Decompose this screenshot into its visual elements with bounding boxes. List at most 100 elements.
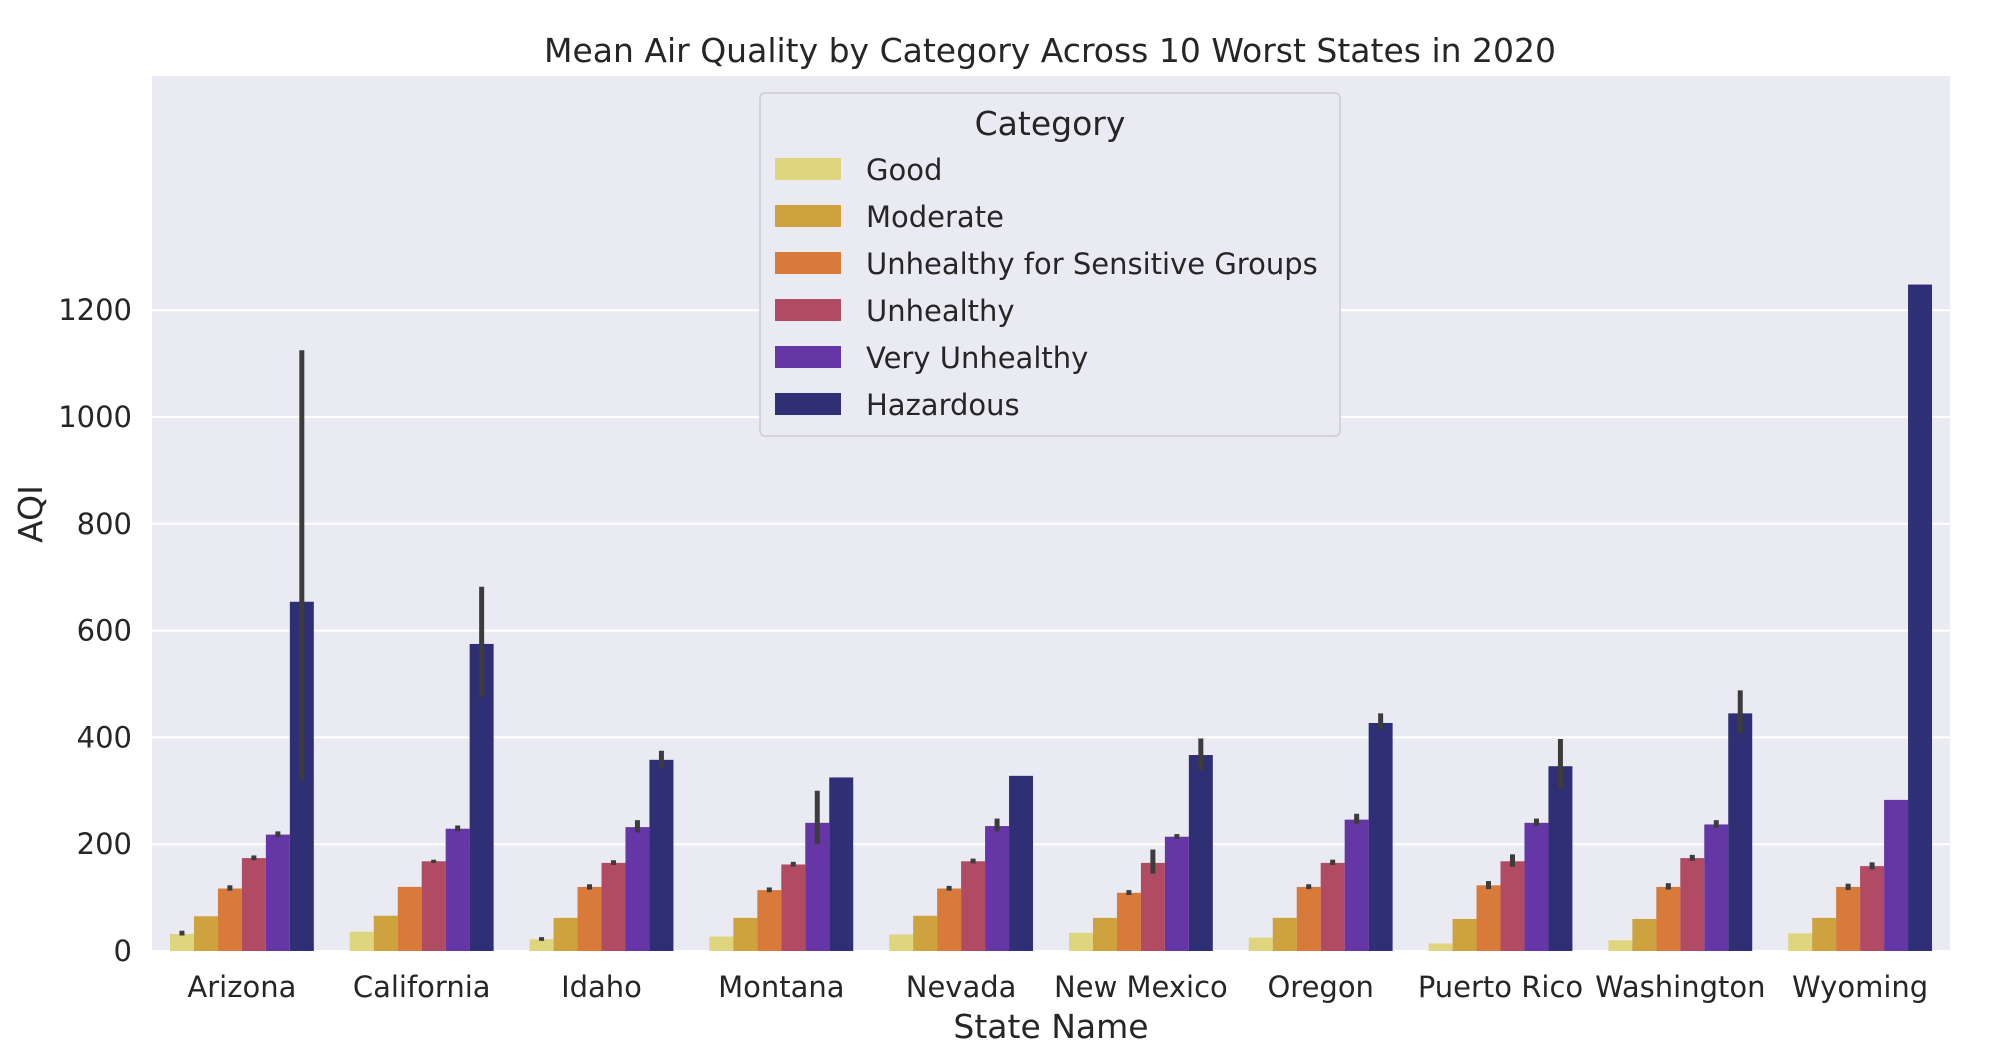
bar [1836, 886, 1861, 951]
bar [625, 827, 650, 951]
bar [193, 916, 218, 951]
bar [1344, 819, 1369, 951]
bar [1068, 932, 1093, 951]
bar [985, 826, 1010, 951]
bar [1812, 917, 1837, 951]
bar [529, 939, 554, 951]
legend-title: Category [975, 104, 1126, 143]
bar [829, 777, 854, 951]
bar [1500, 861, 1525, 951]
bar [577, 886, 602, 951]
bar [1092, 917, 1117, 951]
bar [469, 643, 494, 951]
bar [889, 934, 914, 951]
y-tick-labels: 0 200 400 600 800 1000 1200 [58, 293, 132, 968]
legend-label: Good [866, 153, 942, 187]
bar [445, 828, 470, 951]
bar [1788, 933, 1813, 951]
legend-label: Hazardous [866, 388, 1020, 422]
bar [1452, 918, 1477, 951]
bar [397, 886, 422, 951]
x-tick-label: Puerto Rico [1418, 970, 1583, 1004]
bar [805, 822, 830, 951]
bar [1704, 824, 1729, 951]
bars [169, 284, 1933, 951]
error-bars [179, 350, 1875, 941]
bar [1296, 886, 1321, 951]
bar [1728, 713, 1753, 951]
x-tick-label: Arizona [187, 970, 296, 1004]
bar [1009, 775, 1034, 951]
bar [349, 931, 374, 951]
bar [781, 864, 806, 951]
bar [553, 917, 578, 951]
y-tick-label: 1200 [58, 293, 132, 327]
bar [373, 915, 398, 951]
bar [961, 861, 986, 951]
bar [1608, 940, 1633, 951]
x-tick-label: California [353, 970, 491, 1004]
bar [1524, 822, 1549, 951]
bar [217, 888, 242, 951]
bar [601, 862, 626, 951]
legend-box [759, 92, 1341, 437]
bar [1884, 799, 1909, 951]
bar [1656, 886, 1681, 951]
bar [1116, 892, 1141, 951]
y-tick-label: 200 [77, 827, 132, 861]
y-tick-label: 0 [114, 934, 132, 968]
legend-label: Very Unhealthy [866, 341, 1088, 375]
bar [913, 915, 938, 951]
x-tick-label: Wyoming [1792, 970, 1928, 1004]
legend-swatch [775, 346, 841, 368]
bar [709, 936, 734, 951]
bar [241, 858, 266, 951]
chart-title: Mean Air Quality by Category Across 10 W… [544, 31, 1556, 70]
bar [1860, 866, 1885, 951]
bar [1476, 885, 1501, 951]
bar [1548, 766, 1573, 951]
bar [421, 861, 446, 951]
legend-swatch [775, 299, 841, 321]
bar [1164, 836, 1189, 951]
x-tick-label: Idaho [561, 970, 642, 1004]
bar [265, 834, 290, 951]
bar [1140, 862, 1165, 951]
bar [1428, 943, 1453, 951]
bar [1368, 722, 1393, 951]
bar [1248, 937, 1273, 951]
x-tick-label: Oregon [1267, 970, 1373, 1004]
bar [1188, 755, 1213, 951]
legend-swatch [775, 205, 841, 227]
y-tick-label: 600 [77, 614, 132, 648]
bar [1908, 284, 1933, 951]
bar [1632, 918, 1657, 951]
y-tick-label: 1000 [58, 400, 132, 434]
legend-label: Unhealthy for Sensitive Groups [866, 247, 1318, 281]
legend-swatch [775, 158, 841, 180]
x-tick-label: New Mexico [1054, 970, 1228, 1004]
legend-swatch [775, 252, 841, 274]
bar [757, 890, 782, 951]
legend-swatch [775, 393, 841, 415]
legend-label: Moderate [866, 200, 1004, 234]
legend-label: Unhealthy [866, 294, 1015, 328]
bar [937, 888, 962, 951]
bar [1680, 858, 1705, 951]
bar [649, 759, 674, 951]
y-tick-label: 800 [77, 507, 132, 541]
x-tick-label: Montana [718, 970, 844, 1004]
bar [1320, 862, 1345, 951]
bar [733, 917, 758, 951]
legend: Category Good Moderate Unhealthy for Sensi… [759, 92, 1341, 437]
x-axis-label: State Name [953, 1007, 1148, 1046]
y-tick-label: 400 [77, 720, 132, 754]
x-tick-label: Washington [1595, 970, 1765, 1004]
bar [1272, 917, 1297, 951]
legend-items: Good Moderate Unhealthy for Sensitive Grou… [775, 153, 1318, 422]
bar [169, 933, 194, 951]
x-tick-labels: Arizona California Idaho Montana Nevada New M… [187, 970, 1928, 1004]
x-tick-label: Nevada [906, 970, 1017, 1004]
